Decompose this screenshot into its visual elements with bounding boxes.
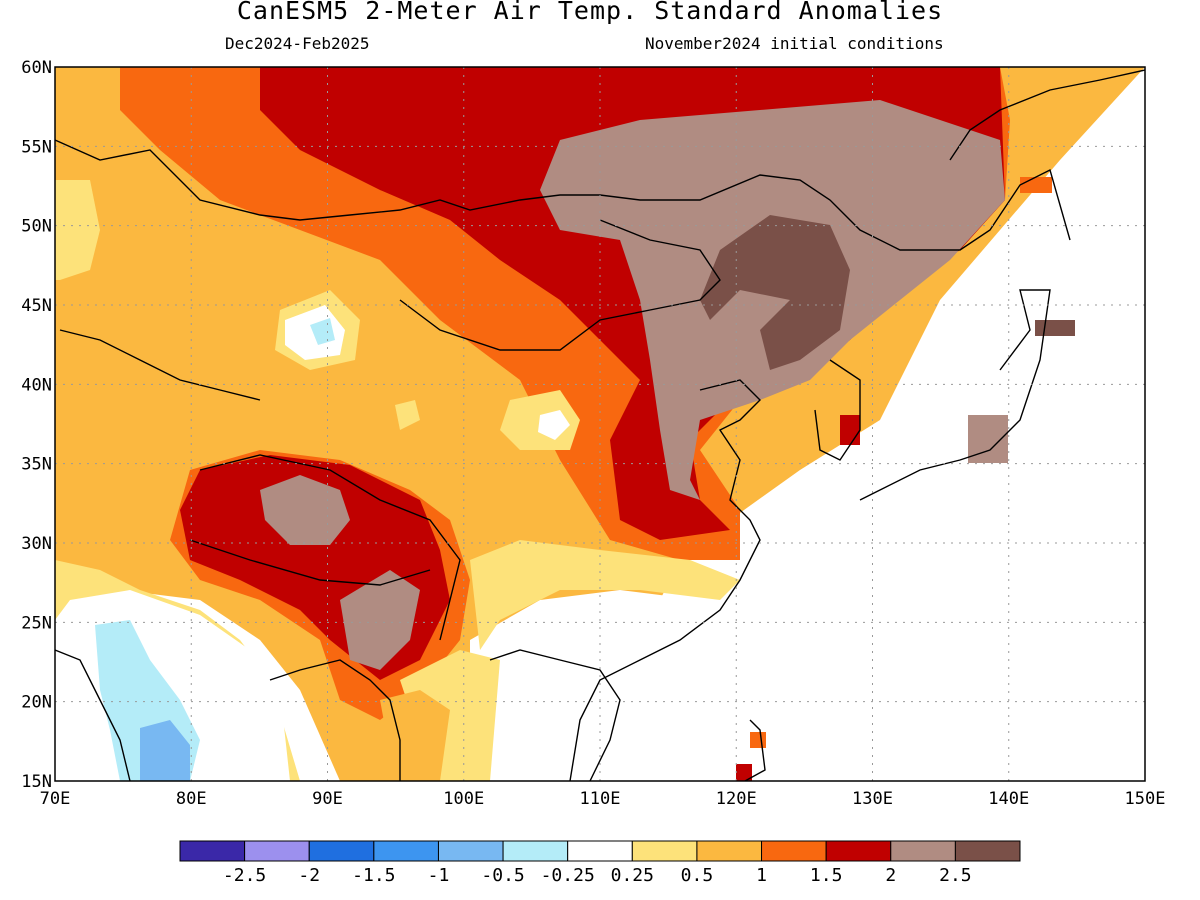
longitude-label: 150E [1125, 789, 1166, 809]
latitude-label: 35N [21, 455, 52, 475]
latitude-label: 55N [21, 137, 52, 157]
colorbar-label: 1.5 [810, 865, 843, 886]
forecast-period: Dec2024-Feb2025 [225, 34, 370, 53]
colorbar-label: -1 [428, 865, 450, 886]
coastlines [55, 69, 1145, 781]
latitude-label: 60N [21, 58, 52, 78]
colorbar-label: 1 [756, 865, 767, 886]
latitude-label: 40N [21, 375, 52, 395]
colorbar-swatch [890, 840, 956, 862]
colorbar-label: -2.5 [223, 865, 266, 886]
gridlines [55, 67, 1145, 781]
longitude-label: 70E [40, 789, 71, 809]
colorbar-swatch [631, 840, 698, 862]
colorbar-swatch [179, 840, 246, 862]
latitude-label: 25N [21, 613, 52, 633]
colorbar-swatch [825, 840, 892, 862]
colorbar-swatch [244, 840, 310, 862]
longitude-label: 90E [312, 789, 343, 809]
longitude-labels: 70E 80E 90E 100E 110E 120E 130E 140E 150E [40, 789, 1166, 809]
colorbar-label: -0.25 [541, 865, 595, 886]
colorbar-swatch [761, 840, 827, 862]
latitude-labels: 60N 55N 50N 45N 40N 35N 30N 25N 20N 15N [21, 58, 52, 792]
colorbar-label: -1.5 [352, 865, 395, 886]
map-title: CanESM5 2-Meter Air Temp. Standard Anoma… [236, 0, 944, 25]
colorbar-label: 2.5 [939, 865, 972, 886]
latitude-label: 50N [21, 217, 52, 237]
colorbar-label: 0.25 [611, 865, 654, 886]
latitude-label: 20N [21, 693, 52, 713]
longitude-label: 110E [580, 789, 621, 809]
longitude-label: 100E [443, 789, 484, 809]
colorbar-swatch [696, 840, 763, 862]
colorbar-swatch [567, 840, 633, 862]
latitude-label: 30N [21, 534, 52, 554]
colorbar-swatch [954, 840, 1021, 862]
longitude-label: 140E [988, 789, 1029, 809]
colorbar-label: -0.5 [481, 865, 524, 886]
colorbar: -2.5 -2 -1.5 -1 -0.5 -0.25 0.25 0.5 1 1.5 2 2.5 [179, 840, 1021, 886]
map-frame [54, 66, 1146, 782]
colorbar-label: -2 [298, 865, 320, 886]
colorbar-swatch [373, 840, 439, 862]
latitude-label: 15N [21, 772, 52, 792]
longitude-label: 80E [176, 789, 207, 809]
longitude-label: 130E [852, 789, 893, 809]
anomaly-fields [55, 67, 1145, 781]
colorbar-swatch [437, 840, 504, 862]
longitude-label: 120E [716, 789, 757, 809]
colorbar-swatch [308, 840, 375, 862]
initial-conditions: November2024 initial conditions [645, 34, 944, 53]
colorbar-swatch [502, 840, 569, 862]
latitude-label: 45N [21, 296, 52, 316]
colorbar-label: 2 [885, 865, 896, 886]
colorbar-label: 0.5 [681, 865, 714, 886]
